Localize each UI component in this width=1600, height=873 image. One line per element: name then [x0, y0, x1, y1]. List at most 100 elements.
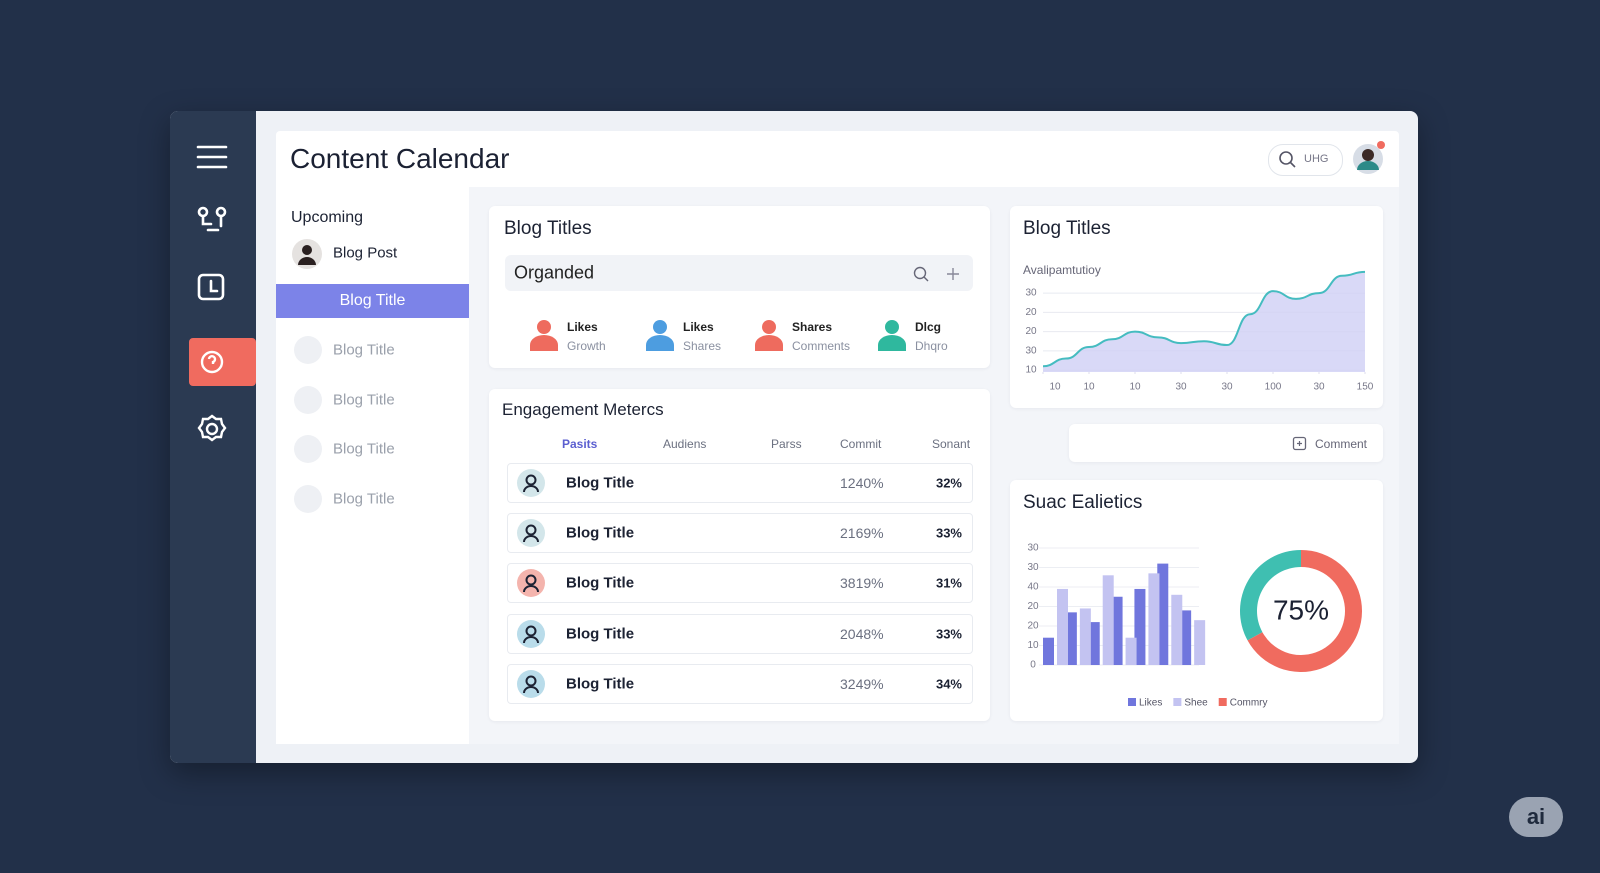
row-title: Blog Title [566, 625, 635, 643]
avatar-bg [517, 469, 545, 497]
avatar-head [525, 675, 537, 687]
active-item-text: Blog Title [339, 292, 406, 309]
active-item[interactable] [276, 284, 469, 318]
row-title: Blog Title [566, 474, 635, 492]
row-sonant: 33% [935, 525, 962, 541]
page-title: Content Calendar [290, 143, 510, 174]
avatar-bg [517, 569, 545, 598]
badge [1509, 797, 1563, 837]
avatar-head [525, 574, 537, 586]
item-dot [294, 385, 322, 414]
badge-text: ai [1526, 804, 1546, 829]
upcoming-item[interactable]: Blog Title [333, 341, 395, 359]
icon-head [885, 320, 899, 334]
avatar-body [523, 585, 539, 593]
table-row[interactable] [507, 613, 973, 654]
stat-label: Dlcg [915, 320, 942, 334]
card-title: Blog Titles [1023, 218, 1111, 239]
help-icon[interactable] [200, 350, 224, 374]
comment-icon [1292, 436, 1307, 451]
row-commit: 2048% [840, 625, 884, 642]
icon-head [537, 320, 551, 334]
stat-label: Likes [567, 320, 598, 334]
item-dot [294, 435, 322, 463]
avatar-body [523, 685, 539, 693]
upcoming-panel [276, 187, 469, 744]
row-avatar [517, 619, 545, 648]
chart-subtitle: Avalipamtutioy [1023, 263, 1101, 277]
comment-button[interactable]: Comment [1315, 437, 1368, 451]
icon-body [646, 335, 674, 351]
featured-avatar [292, 239, 322, 269]
card-title: Engagement Metercs [502, 400, 664, 419]
row-avatar [517, 569, 545, 598]
comment-bar [1069, 424, 1383, 462]
row-avatar [517, 669, 545, 698]
flow-icon[interactable] [197, 206, 227, 232]
row-sonant: 31% [935, 575, 962, 591]
icon-body [755, 335, 783, 351]
row-title: Blog Title [566, 675, 635, 693]
avatar-body [523, 485, 539, 493]
bar-chart-card [1010, 480, 1383, 721]
avatar-bg [517, 619, 545, 648]
avatar-bg [517, 519, 545, 548]
row-avatar [517, 469, 545, 497]
avatar-body [523, 635, 539, 643]
featured-post[interactable]: Blog Post [333, 244, 398, 262]
row-commit: 3819% [840, 575, 884, 592]
calendar-icon[interactable] [197, 273, 225, 301]
filter-text: Organded [514, 262, 595, 283]
row-sonant: 34% [935, 676, 962, 692]
stat-icon [878, 320, 906, 351]
row-title: Blog Title [566, 574, 635, 592]
stat-label: Likes [683, 320, 714, 334]
stat-icon [755, 320, 783, 351]
item-dot [294, 484, 322, 513]
avatar-bg [517, 669, 545, 698]
stat-sub: Dhqro [915, 339, 948, 353]
column-header[interactable]: Commit [840, 437, 882, 451]
row-commit: 3249% [840, 675, 884, 692]
table-row[interactable] [507, 563, 973, 604]
avatar-body [523, 535, 539, 543]
stat-sub: Growth [567, 339, 606, 353]
upcoming-item[interactable]: Blog Title [333, 391, 395, 408]
stat-sub: Shares [683, 339, 722, 353]
sidebar-icons [189, 145, 256, 442]
table-row[interactable] [507, 463, 973, 503]
menu-icon[interactable] [196, 145, 228, 169]
stat-label: Shares [792, 320, 833, 334]
card-title: Suac Ealietics [1023, 492, 1143, 513]
search-text: UHG [1304, 153, 1329, 165]
stat-sub: Comments [792, 339, 851, 353]
icon-body [530, 335, 558, 351]
stat-icon [530, 320, 558, 351]
sidebar [170, 111, 256, 763]
table-row[interactable] [507, 513, 973, 554]
filter-field[interactable] [505, 255, 973, 291]
user-avatar[interactable] [1352, 140, 1386, 176]
upcoming-item[interactable]: Blog Title [333, 440, 395, 458]
avatar-head [525, 625, 537, 637]
upcoming-heading: Upcoming [291, 209, 364, 226]
row-sonant: 32% [935, 475, 962, 491]
column-header[interactable]: Audiens [663, 437, 707, 451]
icon-head [653, 320, 667, 334]
card-title: Blog Titles [504, 218, 592, 239]
settings-icon[interactable] [197, 414, 227, 442]
row-title: Blog Title [566, 524, 635, 542]
stat-icon [646, 320, 674, 351]
upcoming-item[interactable]: Blog Title [333, 490, 395, 507]
avatar-head [525, 474, 537, 486]
column-header[interactable]: Pasits [562, 437, 598, 451]
row-sonant: 33% [935, 626, 962, 642]
icon-body [878, 335, 906, 351]
item-dot [294, 336, 322, 364]
table-row[interactable] [507, 663, 973, 704]
search-icon [1279, 151, 1296, 168]
column-header[interactable]: Parss [771, 437, 802, 451]
column-header[interactable]: Sonant [932, 437, 971, 451]
avatar-head [525, 524, 537, 536]
